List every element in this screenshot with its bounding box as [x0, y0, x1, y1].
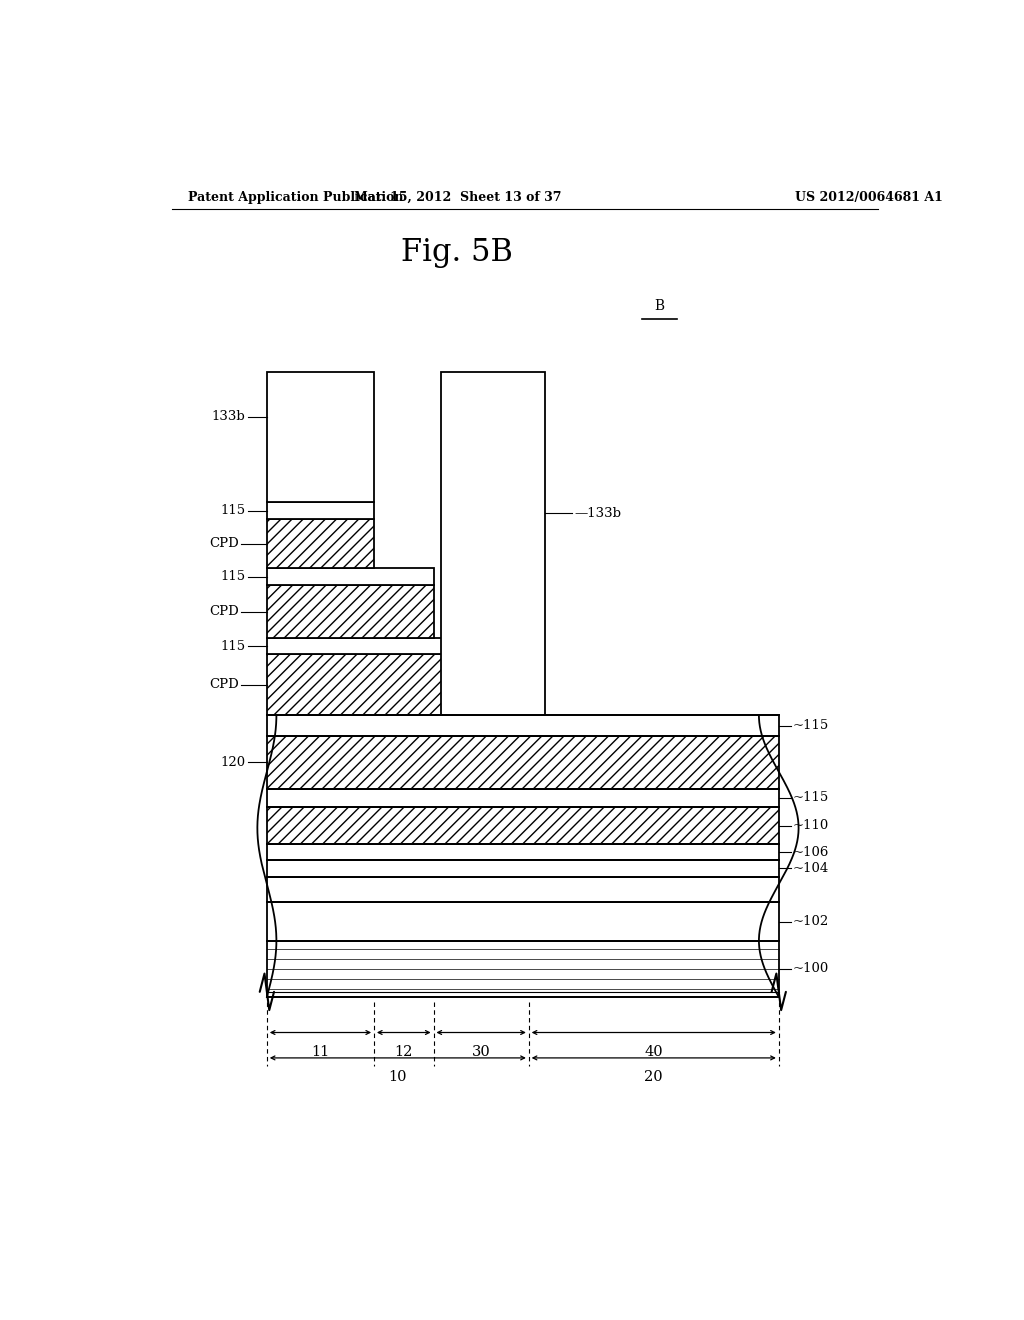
Bar: [267, 876, 778, 903]
Text: ~115: ~115: [793, 791, 829, 804]
Text: 133b: 133b: [212, 411, 246, 424]
Text: B: B: [654, 298, 665, 313]
Text: CPD: CPD: [209, 537, 240, 550]
Bar: [267, 502, 374, 519]
Bar: [267, 519, 374, 568]
Text: ~110: ~110: [793, 820, 829, 832]
Text: 20: 20: [644, 1071, 664, 1084]
Text: 120: 120: [220, 755, 246, 768]
Text: ~106: ~106: [793, 846, 829, 858]
Text: 115: 115: [220, 504, 246, 517]
Text: CPD: CPD: [209, 678, 240, 692]
Text: ~102: ~102: [793, 915, 829, 928]
Text: 40: 40: [644, 1044, 664, 1059]
Bar: [267, 568, 433, 585]
Text: 115: 115: [220, 640, 246, 653]
Bar: [267, 372, 374, 502]
Bar: [267, 807, 778, 845]
Text: 115: 115: [220, 570, 246, 583]
Text: CPD: CPD: [209, 605, 240, 618]
Text: 12: 12: [394, 1044, 413, 1059]
Text: 11: 11: [311, 1044, 330, 1059]
Text: ~100: ~100: [793, 962, 829, 975]
Bar: [267, 715, 778, 735]
Bar: [267, 788, 778, 807]
Text: 30: 30: [472, 1044, 490, 1059]
Bar: [267, 903, 778, 941]
Text: 10: 10: [388, 1071, 408, 1084]
Bar: [267, 585, 433, 638]
Bar: [267, 859, 778, 876]
Bar: [441, 372, 545, 715]
Text: Mar. 15, 2012  Sheet 13 of 37: Mar. 15, 2012 Sheet 13 of 37: [353, 190, 561, 203]
Bar: [267, 638, 528, 655]
Text: Patent Application Publication: Patent Application Publication: [187, 190, 403, 203]
Text: —133b: —133b: [574, 507, 622, 520]
Bar: [267, 941, 778, 997]
Text: US 2012/0064681 A1: US 2012/0064681 A1: [795, 190, 942, 203]
Bar: [267, 735, 778, 788]
Text: Fig. 5B: Fig. 5B: [401, 238, 513, 268]
Text: ~115: ~115: [793, 719, 829, 733]
Text: ~104: ~104: [793, 862, 829, 875]
Bar: [267, 845, 778, 859]
Bar: [267, 655, 528, 715]
